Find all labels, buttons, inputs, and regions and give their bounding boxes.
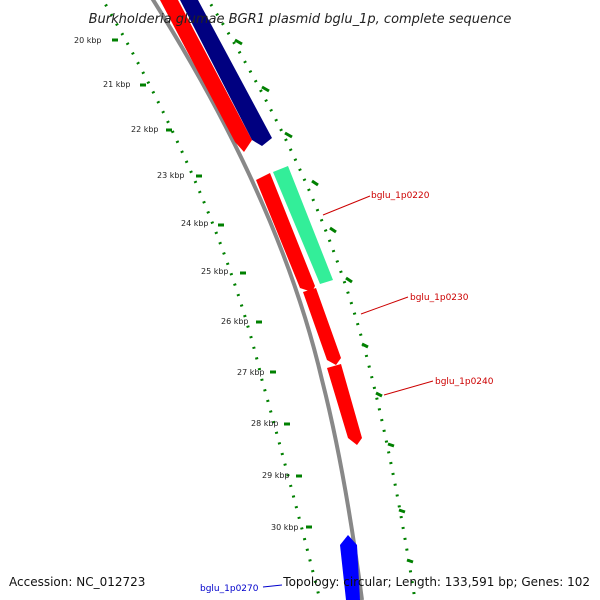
kbp-label: 25 kbp: [201, 267, 229, 276]
gene-red-0220[interactable]: [256, 173, 315, 292]
leader-0220: [322, 195, 371, 216]
gene-blue-0270[interactable]: [340, 535, 360, 600]
gene-label-0230[interactable]: bglu_1p0230: [410, 293, 469, 303]
map-title: Burkholderia glumae BGR1 plasmid bglu_1p…: [89, 12, 512, 27]
leader-0270: [262, 584, 283, 588]
gene-red-0230[interactable]: [303, 288, 341, 365]
outer-major-ticks: [234, 38, 414, 564]
leader-0240: [383, 380, 434, 396]
inner-major-ticks: [112, 38, 312, 529]
gene-navy[interactable]: [180, 0, 272, 146]
gene-red-1[interactable]: [160, 0, 252, 152]
gene-label-0220[interactable]: bglu_1p0220: [371, 191, 430, 201]
kbp-label: 20 kbp: [74, 36, 102, 45]
kbp-label: 27 kbp: [237, 368, 265, 377]
accession-text: Accession: NC_012723: [9, 575, 145, 589]
gene-label-0240[interactable]: bglu_1p0240: [435, 377, 494, 387]
kbp-label: 29 kbp: [262, 471, 290, 480]
gene-label-0270[interactable]: bglu_1p0270: [200, 584, 259, 594]
kbp-label: 21 kbp: [103, 80, 131, 89]
kbp-label: 22 kbp: [131, 125, 159, 134]
leader-0230: [360, 296, 409, 315]
gene-green-0220[interactable]: [273, 166, 333, 284]
summary-text: Topology: circular; Length: 133,591 bp; …: [282, 575, 590, 589]
kbp-label: 26 kbp: [221, 317, 249, 326]
kbp-label: 28 kbp: [251, 419, 279, 428]
backbone-arc: [150, 0, 364, 600]
kbp-label: 30 kbp: [271, 523, 299, 532]
gene-red-0240[interactable]: [327, 364, 362, 445]
outer-tick-track: [206, 0, 417, 600]
kbp-label: 23 kbp: [157, 171, 185, 180]
kbp-label: 24 kbp: [181, 219, 209, 228]
